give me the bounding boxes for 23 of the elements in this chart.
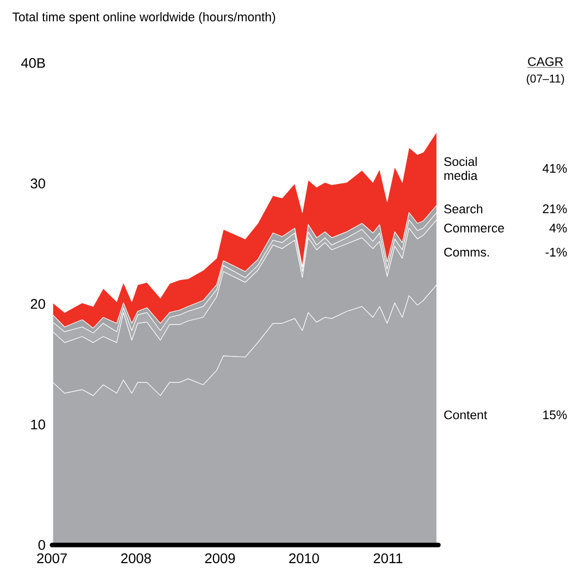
text: (07–11) (526, 74, 564, 85)
y-tick-label: 40B (21, 58, 45, 68)
text: -1% (546, 248, 567, 257)
y-tick-label: 30 (30, 178, 46, 188)
series-label: Search (444, 204, 482, 214)
chart-title: Total time spent online worldwide (hours/month) (12, 12, 276, 24)
legend-title: CAGR (528, 57, 563, 66)
x-tick-label: 2007 (37, 553, 67, 564)
text: 21% (542, 204, 567, 214)
text: 15% (543, 410, 567, 420)
text: 4% (550, 224, 567, 232)
x-tick-label: 2008 (121, 553, 151, 564)
y-tick-label: 20 (30, 299, 46, 309)
series-label: Commerce (444, 224, 504, 232)
series-label: Social media (444, 156, 478, 180)
series-label: Comms. (444, 248, 489, 257)
y-tick-label: 10 (31, 420, 46, 430)
text: 41% (542, 164, 567, 173)
y-tick-label: 0 (38, 540, 46, 550)
x-tick-label: 2010 (289, 553, 319, 564)
series-label: Content (444, 410, 488, 420)
x-tick-label: 2009 (205, 553, 235, 564)
x-tick-label: 2011 (374, 553, 402, 564)
